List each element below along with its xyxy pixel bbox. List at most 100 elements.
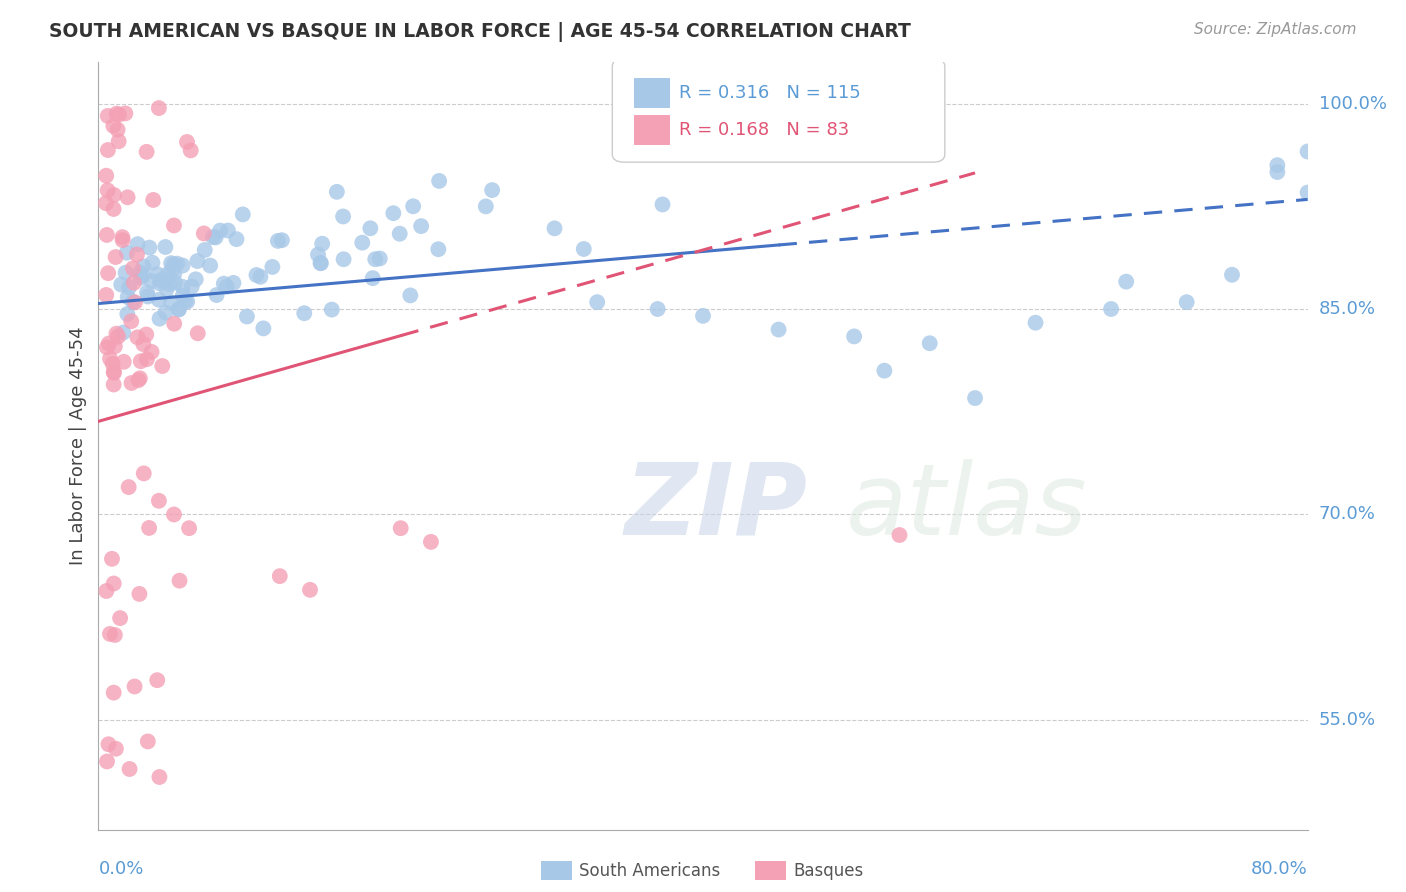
Point — [129, 270, 152, 285]
Point — [135, 352, 157, 367]
Point — [103, 576, 125, 591]
Point — [271, 233, 294, 247]
Point — [1099, 301, 1122, 316]
Point — [157, 277, 180, 291]
Point — [212, 277, 235, 291]
Point — [163, 267, 186, 281]
Point — [180, 279, 202, 293]
Point — [148, 770, 170, 784]
Text: 0.0%: 0.0% — [98, 860, 143, 878]
Point — [267, 234, 290, 248]
Point — [844, 329, 866, 343]
Point — [1296, 186, 1319, 200]
Point — [179, 521, 201, 535]
Point — [105, 106, 128, 120]
Point — [108, 611, 131, 625]
Point — [148, 293, 170, 307]
Point — [186, 254, 208, 268]
Point — [215, 279, 238, 293]
Point — [104, 628, 127, 642]
FancyBboxPatch shape — [634, 78, 671, 109]
Point — [481, 183, 503, 197]
Point — [132, 260, 155, 274]
Point — [146, 673, 169, 688]
Point — [117, 307, 139, 321]
Point — [96, 169, 118, 183]
Point — [1024, 316, 1046, 330]
Text: R = 0.168   N = 83: R = 0.168 N = 83 — [679, 121, 849, 139]
Point — [299, 582, 322, 597]
Point — [209, 223, 232, 237]
Point — [138, 521, 160, 535]
Point — [129, 266, 152, 280]
Point — [103, 365, 125, 379]
Point — [125, 247, 148, 261]
Point — [269, 569, 291, 583]
Point — [122, 276, 145, 290]
Point — [128, 587, 150, 601]
Point — [114, 266, 136, 280]
Point — [97, 183, 120, 197]
Point — [1115, 275, 1137, 289]
Point — [352, 235, 374, 250]
Point — [1296, 145, 1319, 159]
Point — [169, 574, 191, 588]
Point — [311, 236, 333, 251]
Point — [103, 685, 125, 699]
Point — [1220, 268, 1243, 282]
Point — [172, 280, 194, 294]
Text: South Americans: South Americans — [579, 862, 720, 880]
Point — [115, 245, 138, 260]
Point — [176, 294, 198, 309]
Point — [127, 373, 149, 387]
Point — [141, 256, 163, 270]
Point — [107, 134, 129, 148]
Point — [96, 288, 118, 302]
Point — [97, 143, 120, 157]
Point — [402, 199, 425, 213]
Point — [382, 206, 405, 220]
Point — [204, 230, 226, 244]
Point — [222, 276, 245, 290]
Point — [132, 467, 155, 481]
Text: atlas: atlas — [845, 458, 1087, 556]
Point — [97, 336, 120, 351]
Point — [141, 345, 163, 359]
Point — [155, 240, 177, 254]
Point — [167, 302, 190, 317]
Point — [321, 302, 343, 317]
Point — [201, 230, 224, 244]
Text: Basques: Basques — [793, 862, 863, 880]
Point — [232, 207, 254, 221]
Point — [148, 311, 170, 326]
Point — [543, 221, 565, 235]
Point — [148, 101, 170, 115]
Y-axis label: In Labor Force | Age 45-54: In Labor Force | Age 45-54 — [69, 326, 87, 566]
Text: 70.0%: 70.0% — [1319, 506, 1375, 524]
Point — [118, 280, 141, 294]
Point — [252, 321, 274, 335]
Point — [411, 219, 433, 234]
Point — [122, 294, 145, 309]
Point — [94, 196, 117, 211]
Point — [1267, 165, 1289, 179]
Point — [136, 289, 159, 303]
Point — [107, 329, 129, 343]
Point — [249, 269, 271, 284]
Point — [245, 268, 267, 282]
Point — [117, 290, 139, 304]
Point — [163, 219, 186, 233]
Point — [141, 274, 163, 288]
Point — [162, 257, 184, 271]
Point — [225, 232, 247, 246]
Point — [651, 197, 673, 211]
Point — [174, 293, 197, 308]
Point — [104, 741, 127, 756]
Point — [172, 259, 194, 273]
Point — [101, 551, 124, 566]
Point — [124, 295, 146, 310]
Point — [160, 295, 183, 310]
Point — [105, 326, 128, 341]
Point — [127, 237, 149, 252]
Text: R = 0.316   N = 115: R = 0.316 N = 115 — [679, 84, 860, 102]
